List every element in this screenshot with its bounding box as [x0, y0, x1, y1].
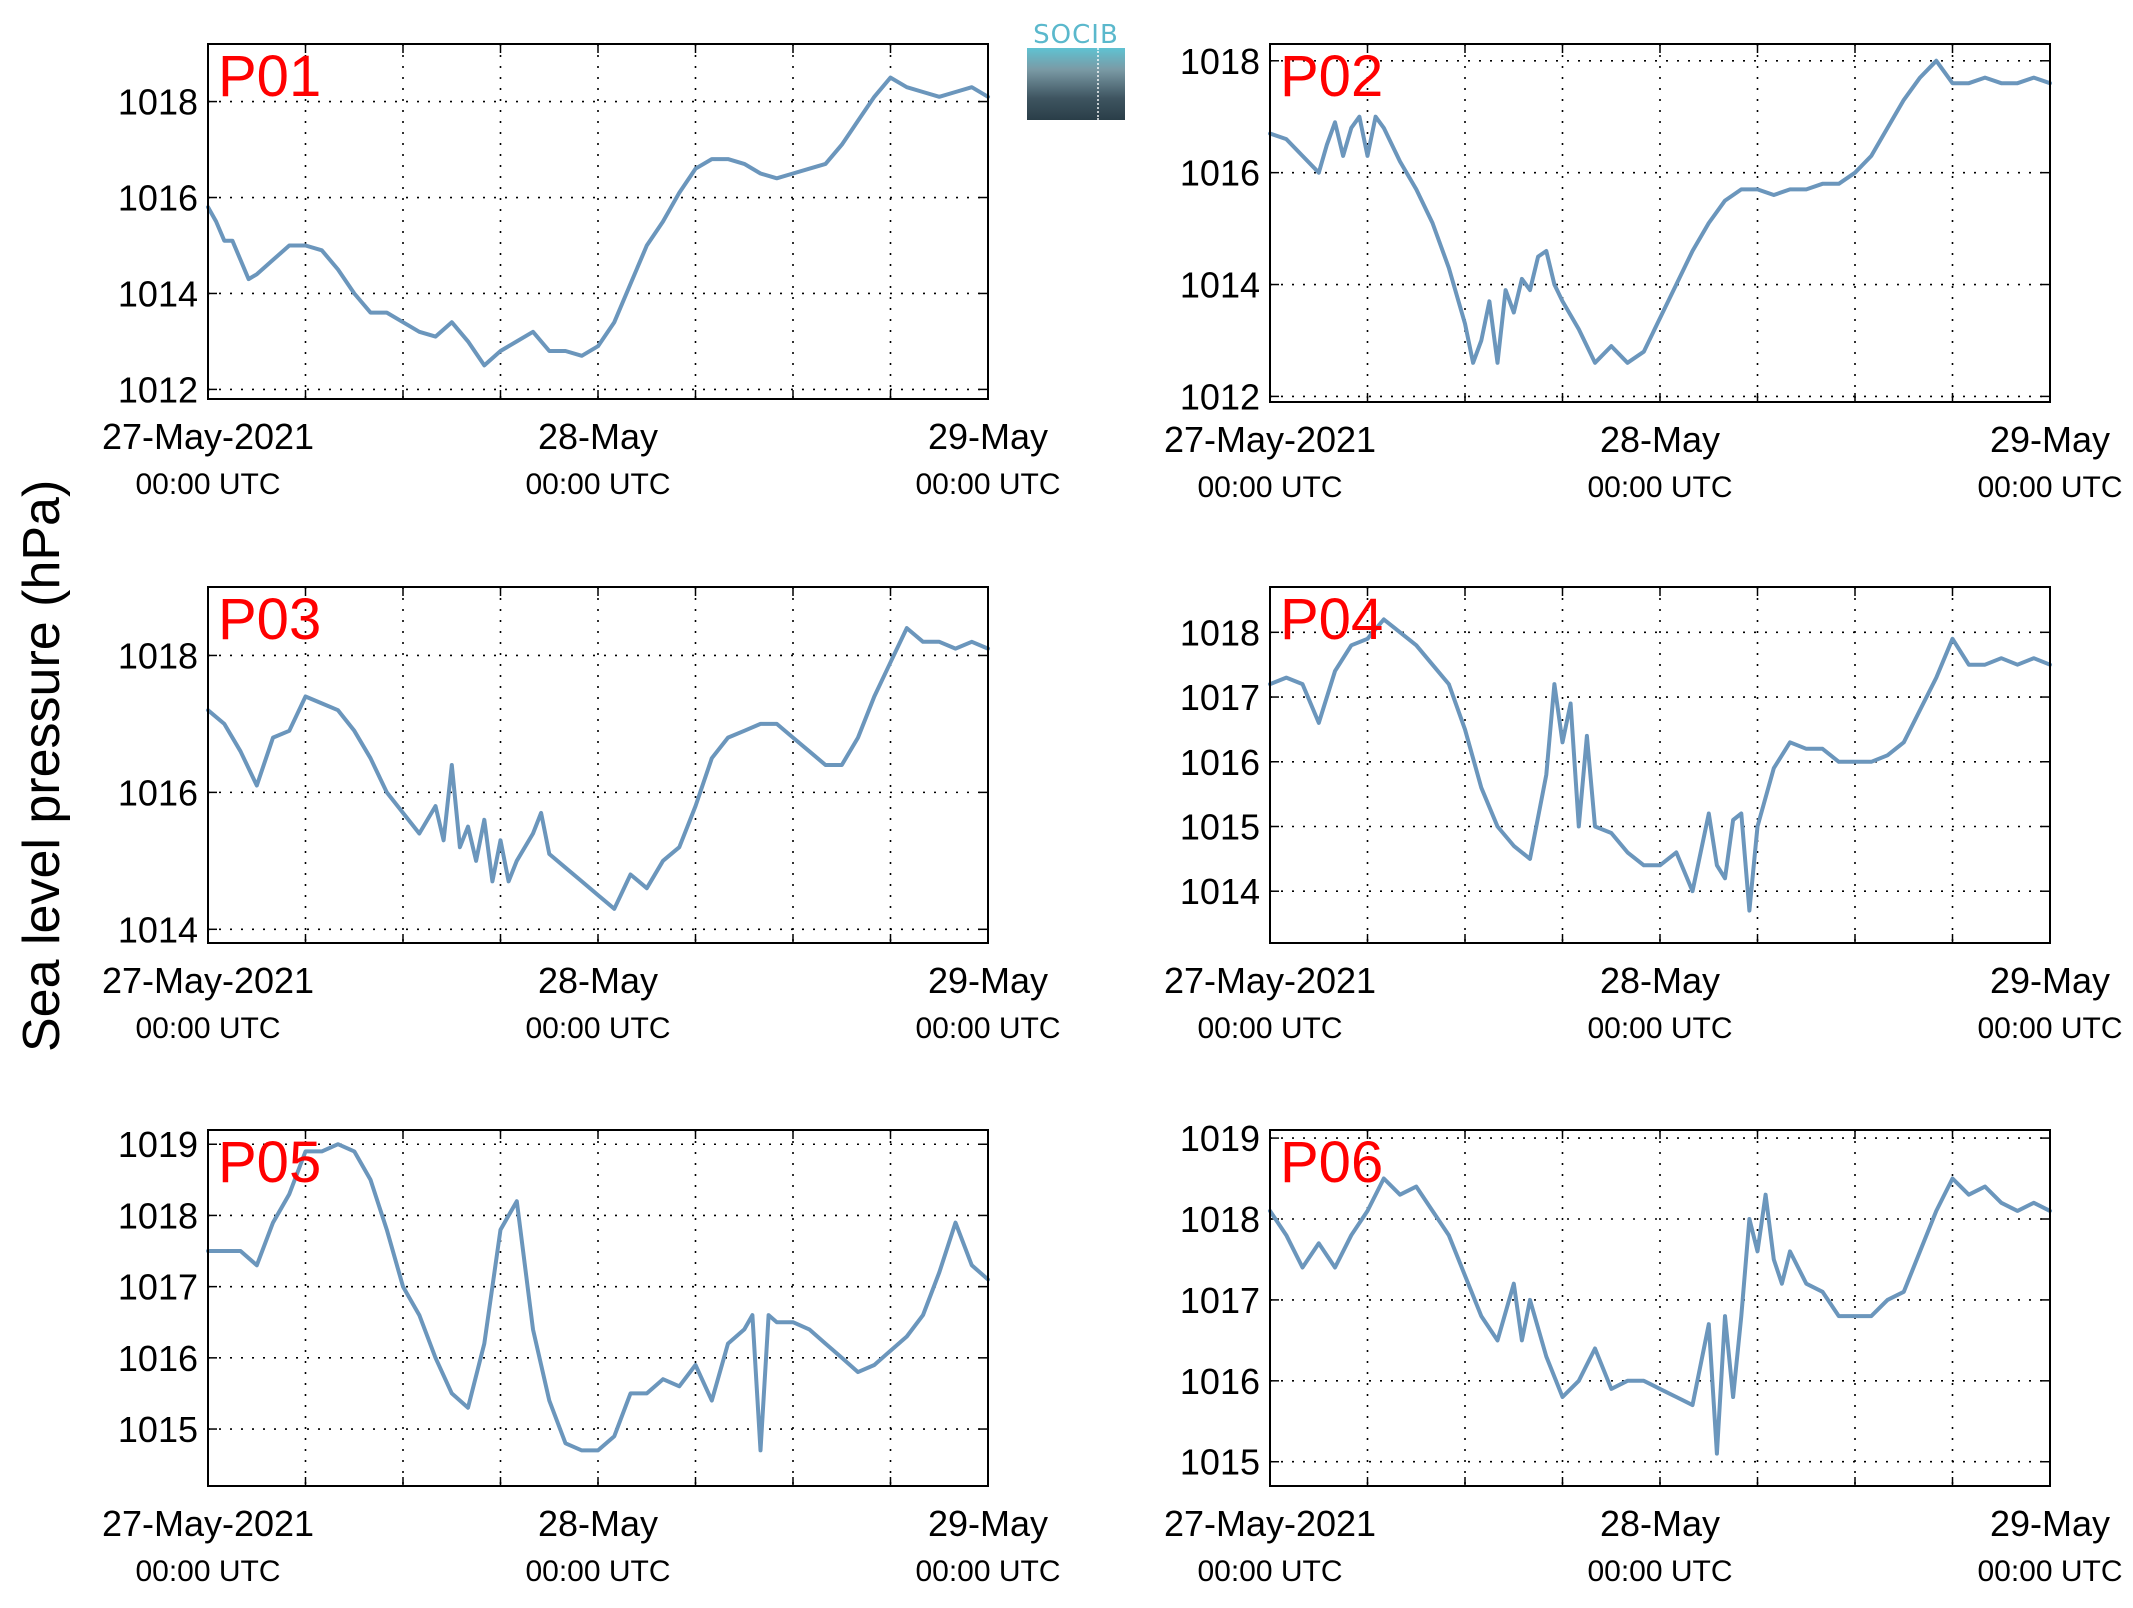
x-tick-label-date: 27-May-2021 — [1164, 1503, 1376, 1544]
panel-p01: 1012 1014 1016 1018 P01 27-May-2021 00:00 UTC 2… — [102, 43, 1061, 501]
y-axis-label: Sea level pressure (hPa) — [13, 479, 71, 1052]
y-tick-label: 1012 — [1180, 376, 1260, 417]
x-tick-label-time: 00:00 UTC — [915, 1555, 1060, 1588]
x-tick-label-date: 29-May — [1990, 960, 2110, 1001]
y-tick-label: 1019 — [1180, 1118, 1260, 1159]
x-tick-label-time: 00:00 UTC — [135, 1555, 280, 1588]
x-tick-label-time: 00:00 UTC — [135, 468, 280, 501]
x-tick-label-time: 00:00 UTC — [525, 468, 670, 501]
y-tick-label: 1016 — [118, 178, 198, 219]
x-tick-label-time: 00:00 UTC — [1197, 1555, 1342, 1588]
axes-frame — [207, 43, 989, 400]
panel-p04: 1014 1015 1016 1017 1018 P04 27-May-2021 00:00 … — [1164, 586, 2123, 1045]
panel-p05: 1015 1016 1017 1018 1019 P05 27-May-2021 00:00 … — [102, 1124, 1061, 1588]
series-line — [1268, 58, 2052, 365]
y-tick-label: 1015 — [118, 1409, 198, 1450]
panel-p06: 1015 1016 1017 1018 1019 P06 27-May-2021 00:00 … — [1164, 1118, 2123, 1588]
x-tick-label-date: 28-May — [538, 960, 658, 1001]
y-tick-label: 1018 — [118, 1195, 198, 1236]
y-tick-label: 1019 — [118, 1124, 198, 1165]
x-tick-label-time: 00:00 UTC — [915, 468, 1060, 501]
x-tick-label-time: 00:00 UTC — [1197, 1012, 1342, 1045]
axes-frame — [207, 1129, 989, 1487]
series-line — [206, 626, 990, 911]
panel-label: P05 — [218, 1130, 321, 1195]
x-tick-label-time: 00:00 UTC — [1977, 1012, 2122, 1045]
x-tick-label-date: 28-May — [538, 1503, 658, 1544]
y-tick-label: 1015 — [1180, 806, 1260, 847]
panel-label: P04 — [1280, 587, 1383, 652]
y-tick-label: 1018 — [1180, 612, 1260, 653]
series-line — [206, 75, 990, 368]
y-tick-label: 1018 — [1180, 1199, 1260, 1240]
x-tick-label-time: 00:00 UTC — [135, 1012, 280, 1045]
x-tick-label-time: 00:00 UTC — [1587, 1012, 1732, 1045]
x-tick-label-date: 29-May — [1990, 419, 2110, 460]
x-tick-label-date: 28-May — [1600, 1503, 1720, 1544]
y-tick-label: 1012 — [118, 369, 198, 410]
x-tick-label-date: 28-May — [1600, 960, 1720, 1001]
y-tick-label: 1018 — [118, 635, 198, 676]
logo-stripe — [1097, 48, 1101, 120]
x-tick-label-date: 27-May-2021 — [102, 1503, 314, 1544]
series-line — [1268, 1176, 2052, 1456]
x-tick-label-time: 00:00 UTC — [1197, 471, 1342, 504]
y-tick-label: 1014 — [1180, 871, 1260, 912]
socib-logo: SOCIB — [1027, 20, 1125, 120]
axes-frame — [1269, 586, 2051, 944]
y-tick-label: 1017 — [1180, 1280, 1260, 1321]
series-line — [1268, 617, 2052, 913]
x-tick-label-time: 00:00 UTC — [1587, 1555, 1732, 1588]
logo-text: SOCIB — [1033, 20, 1119, 50]
y-tick-label: 1016 — [1180, 1361, 1260, 1402]
axes-frame — [207, 586, 989, 944]
axes-frame — [1269, 1129, 2051, 1487]
x-tick-label-time: 00:00 UTC — [525, 1555, 670, 1588]
y-tick-label: 1016 — [118, 1338, 198, 1379]
y-tick-label: 1014 — [118, 273, 198, 314]
x-tick-label-time: 00:00 UTC — [915, 1012, 1060, 1045]
x-tick-label-date: 29-May — [928, 416, 1048, 457]
x-tick-label-date: 29-May — [928, 960, 1048, 1001]
x-tick-label-date: 27-May-2021 — [1164, 419, 1376, 460]
x-tick-label-date: 29-May — [1990, 1503, 2110, 1544]
x-tick-label-date: 28-May — [1600, 419, 1720, 460]
y-tick-label: 1016 — [1180, 153, 1260, 194]
x-tick-label-date: 27-May-2021 — [102, 960, 314, 1001]
x-tick-label-time: 00:00 UTC — [1587, 471, 1732, 504]
y-tick-label: 1017 — [118, 1267, 198, 1308]
series-line — [206, 1142, 990, 1453]
panel-label: P06 — [1280, 1130, 1383, 1195]
panel-label: P01 — [218, 44, 321, 109]
x-tick-label-date: 27-May-2021 — [102, 416, 314, 457]
y-tick-label: 1014 — [1180, 265, 1260, 306]
y-tick-label: 1017 — [1180, 677, 1260, 718]
panel-label: P03 — [218, 587, 321, 652]
panel-p02: 1012 1014 1016 1018 P02 27-May-2021 00:00 UTC 2… — [1164, 41, 2123, 504]
x-tick-label-date: 28-May — [538, 416, 658, 457]
x-tick-label-time: 00:00 UTC — [1977, 1555, 2122, 1588]
y-tick-label: 1018 — [118, 82, 198, 123]
x-tick-label-date: 27-May-2021 — [1164, 960, 1376, 1001]
y-tick-label: 1016 — [1180, 742, 1260, 783]
x-tick-label-date: 29-May — [928, 1503, 1048, 1544]
logo-block — [1027, 48, 1125, 120]
y-tick-label: 1015 — [1180, 1442, 1260, 1483]
y-tick-label: 1018 — [1180, 41, 1260, 82]
panel-p03: 1014 1016 1018 P03 27-May-2021 00:00 UTC 28-Ma… — [102, 586, 1061, 1045]
y-tick-label: 1016 — [118, 772, 198, 813]
axes-frame — [1269, 43, 2051, 403]
panel-label: P02 — [1280, 44, 1383, 109]
y-tick-label: 1014 — [118, 909, 198, 950]
x-tick-label-time: 00:00 UTC — [1977, 471, 2122, 504]
x-tick-label-time: 00:00 UTC — [525, 1012, 670, 1045]
